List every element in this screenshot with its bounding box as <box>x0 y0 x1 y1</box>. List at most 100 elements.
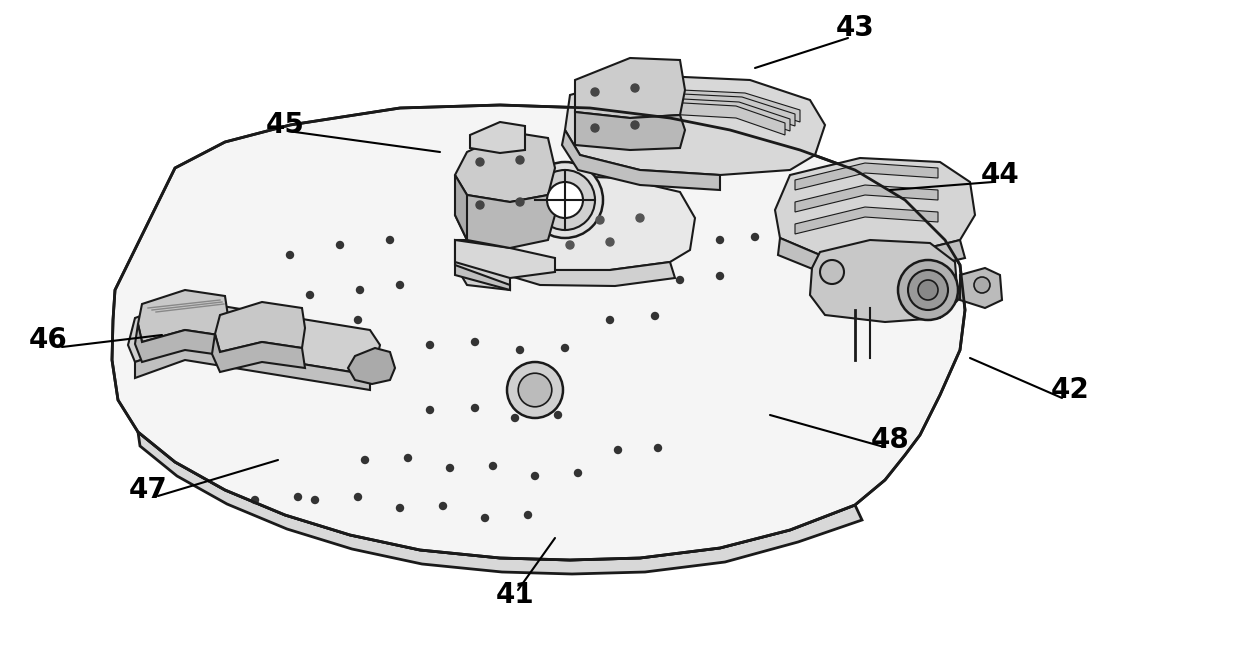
Circle shape <box>426 341 434 349</box>
Polygon shape <box>810 240 958 322</box>
Polygon shape <box>593 92 795 126</box>
Circle shape <box>266 326 274 333</box>
Circle shape <box>515 198 524 206</box>
Polygon shape <box>601 97 790 131</box>
Circle shape <box>476 201 484 209</box>
Circle shape <box>527 162 603 238</box>
Circle shape <box>337 241 343 248</box>
Polygon shape <box>112 105 965 560</box>
Circle shape <box>512 415 518 422</box>
Circle shape <box>440 503 446 509</box>
Circle shape <box>615 447 622 453</box>
Circle shape <box>607 316 613 324</box>
Circle shape <box>404 455 411 461</box>
Polygon shape <box>138 432 862 574</box>
Circle shape <box>446 465 453 471</box>
Circle shape <box>908 270 948 310</box>
Circle shape <box>606 238 615 246</box>
Polygon shape <box>455 265 510 290</box>
Circle shape <box>820 260 844 284</box>
Circle shape <box>306 291 313 299</box>
Polygon shape <box>776 158 975 255</box>
Circle shape <box>676 277 684 283</box>
Polygon shape <box>138 290 228 342</box>
Circle shape <box>918 280 938 300</box>
Polygon shape <box>478 175 695 270</box>
Circle shape <box>974 277 990 293</box>
Circle shape <box>591 124 598 132</box>
Polygon shape <box>455 175 467 240</box>
Polygon shape <box>455 240 510 290</box>
Circle shape <box>472 405 478 411</box>
Circle shape <box>596 216 603 224</box>
Polygon shape <box>455 240 555 278</box>
Circle shape <box>631 84 639 92</box>
Polygon shape <box>135 324 228 362</box>
Circle shape <box>295 494 301 500</box>
Circle shape <box>354 494 362 500</box>
Polygon shape <box>489 255 675 286</box>
Circle shape <box>654 445 662 451</box>
Circle shape <box>311 322 318 328</box>
Circle shape <box>357 287 363 293</box>
Circle shape <box>387 237 394 243</box>
Circle shape <box>362 457 368 463</box>
Circle shape <box>276 366 284 374</box>
Circle shape <box>489 463 497 469</box>
Circle shape <box>575 469 581 476</box>
Circle shape <box>426 407 434 413</box>
Text: 43: 43 <box>835 14 875 42</box>
Circle shape <box>535 170 595 230</box>
Circle shape <box>311 496 318 503</box>
Polygon shape <box>565 75 825 175</box>
Circle shape <box>898 260 958 320</box>
Text: 48: 48 <box>871 426 909 454</box>
Circle shape <box>556 214 564 222</box>
Circle shape <box>476 158 484 166</box>
Circle shape <box>716 237 724 243</box>
Polygon shape <box>585 88 800 122</box>
Circle shape <box>652 312 658 320</box>
Polygon shape <box>135 345 370 390</box>
Polygon shape <box>610 101 786 135</box>
Polygon shape <box>960 268 1002 308</box>
Circle shape <box>482 515 488 521</box>
Circle shape <box>517 347 524 353</box>
Polygon shape <box>563 130 720 190</box>
Polygon shape <box>470 122 525 153</box>
Text: 42: 42 <box>1051 376 1089 404</box>
Polygon shape <box>128 300 380 375</box>
Polygon shape <box>575 58 685 118</box>
Text: 44: 44 <box>980 161 1020 189</box>
Circle shape <box>515 216 524 224</box>
Polygon shape <box>778 238 965 272</box>
Polygon shape <box>455 195 555 248</box>
Text: 41: 41 <box>496 581 534 609</box>
Polygon shape <box>455 132 555 202</box>
Circle shape <box>518 373 551 407</box>
Circle shape <box>354 316 362 324</box>
Circle shape <box>532 473 539 480</box>
Polygon shape <box>795 207 938 234</box>
Polygon shape <box>795 163 938 190</box>
Circle shape <box>636 214 644 222</box>
Circle shape <box>524 511 532 519</box>
Circle shape <box>555 411 561 418</box>
Circle shape <box>321 362 328 368</box>
Circle shape <box>716 273 724 279</box>
Circle shape <box>546 182 584 218</box>
Circle shape <box>396 505 404 511</box>
Circle shape <box>752 233 758 241</box>
Text: 46: 46 <box>28 326 67 354</box>
Polygon shape <box>216 302 305 352</box>
Circle shape <box>252 496 259 503</box>
Circle shape <box>561 345 569 351</box>
Circle shape <box>507 362 563 418</box>
Circle shape <box>591 88 598 96</box>
Circle shape <box>631 121 639 129</box>
Polygon shape <box>795 185 938 212</box>
Circle shape <box>472 339 478 345</box>
Circle shape <box>286 252 294 258</box>
Text: 47: 47 <box>129 476 167 504</box>
Text: 45: 45 <box>265 111 305 139</box>
